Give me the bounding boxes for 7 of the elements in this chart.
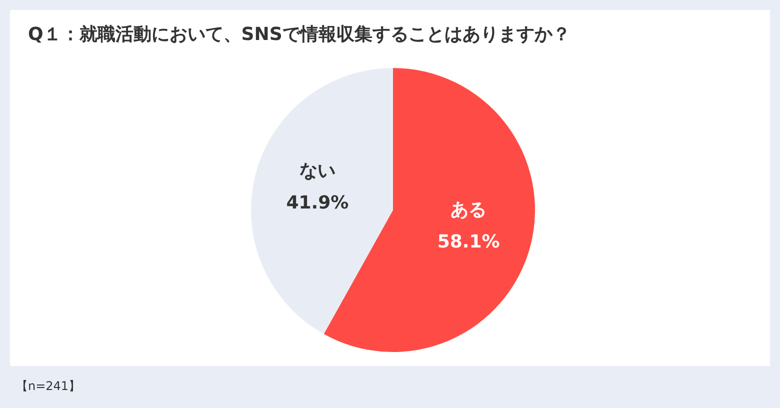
text: 【n=241】 xyxy=(16,379,81,393)
chart-title: Q１：就職活動において、SNSで情報収集することはありますか？ xyxy=(28,23,570,46)
slice-label: ある xyxy=(450,200,487,221)
pie-slice xyxy=(251,68,393,334)
slice-label: ない xyxy=(299,160,336,182)
data-label: 58.1% xyxy=(437,232,500,253)
data-label: 41.9% xyxy=(286,192,349,214)
